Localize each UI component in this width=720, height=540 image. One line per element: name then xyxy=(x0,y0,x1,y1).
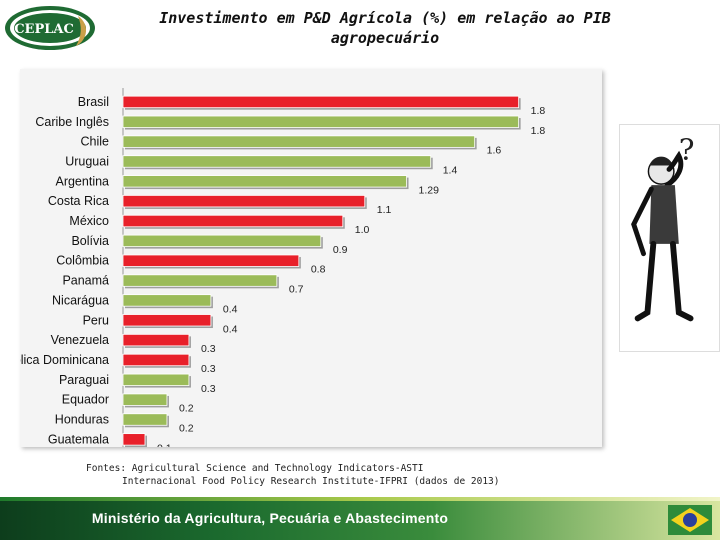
data-label: 1.1 xyxy=(377,204,392,216)
bar xyxy=(122,333,190,347)
category-label: Honduras xyxy=(55,413,109,427)
data-label: 1.4 xyxy=(443,164,458,176)
data-label: 0.7 xyxy=(289,284,304,296)
bar xyxy=(122,353,190,367)
footer-stripe xyxy=(0,497,720,501)
bar xyxy=(122,95,520,109)
category-label: Peru xyxy=(83,313,109,327)
data-label: 0.9 xyxy=(333,244,348,256)
bar xyxy=(122,135,476,148)
bar xyxy=(122,393,168,406)
footer-ministry-name: Ministério da Agricultura, Pecuária e Ab… xyxy=(91,510,449,526)
data-label: 1.8 xyxy=(531,105,546,117)
bar xyxy=(122,195,366,208)
brazil-flag-icon xyxy=(668,505,712,535)
category-label: Brasil xyxy=(78,95,109,109)
data-label: 0.1 xyxy=(157,442,172,447)
category-label: Paraguai xyxy=(59,373,109,387)
data-label: 1.6 xyxy=(487,145,502,157)
category-label: Argentina xyxy=(55,174,109,188)
category-label: Colômbia xyxy=(56,254,109,268)
thinking-figure-image: ? xyxy=(619,124,720,352)
logo-text: CEPLAC xyxy=(14,22,74,37)
bar xyxy=(122,274,278,287)
data-label: 1.0 xyxy=(355,224,370,236)
bar xyxy=(122,413,168,426)
category-label: República Dominicana xyxy=(20,353,109,367)
chart-title: Investimento em P&D Agrícola (%) em rela… xyxy=(120,8,650,48)
source-line-1: Fontes: Agricultural Science and Technol… xyxy=(86,463,424,474)
bar xyxy=(122,155,432,168)
bar xyxy=(122,115,520,128)
source-line-2: Internacional Food Policy Research Insti… xyxy=(122,476,500,487)
category-label: Nicarágua xyxy=(52,293,109,307)
bar xyxy=(122,433,146,446)
bar xyxy=(122,234,322,248)
data-label: 0.2 xyxy=(179,403,194,415)
footer-banner: Ministério da Agricultura, Pecuária e Ab… xyxy=(0,497,720,540)
data-label: 0.4 xyxy=(223,303,238,315)
category-label: Caribe Inglês xyxy=(35,115,109,129)
data-label: 1.8 xyxy=(531,125,546,137)
title-line-2: agropecuário xyxy=(330,29,440,47)
category-label: Panamá xyxy=(62,274,109,288)
category-label: Uruguai xyxy=(65,154,109,168)
category-label: Guatemala xyxy=(48,432,109,446)
data-label: 0.8 xyxy=(311,264,326,276)
data-label: 0.3 xyxy=(201,343,216,355)
question-mark-icon: ? xyxy=(679,133,695,167)
bar-chart: Brasil 1.8 Caribe Inglês 1.8 Chile 1.6 Uruguai… xyxy=(20,88,546,447)
category-label: Chile xyxy=(81,135,110,149)
bar xyxy=(122,314,212,327)
category-label: Venezuela xyxy=(51,333,109,347)
category-label: Equador xyxy=(62,393,109,407)
category-label: México xyxy=(69,214,109,228)
category-label: Costa Rica xyxy=(48,194,109,208)
data-label: 0.2 xyxy=(179,423,194,435)
bar xyxy=(122,294,212,307)
title-line-1: Investimento em P&D Agrícola (%) em rela… xyxy=(159,9,611,27)
data-label: 0.4 xyxy=(223,323,238,335)
bar xyxy=(122,254,300,267)
bar xyxy=(122,175,407,188)
bar xyxy=(122,373,190,386)
category-label: Bolívia xyxy=(71,234,109,248)
bar xyxy=(122,214,344,228)
data-label: 0.3 xyxy=(201,363,216,375)
data-label: 1.29 xyxy=(419,184,440,196)
ceplac-logo: CEPLAC xyxy=(5,6,95,50)
source-note: Fontes: Agricultural Science and Technol… xyxy=(86,462,526,488)
chart-panel: Brasil 1.8 Caribe Inglês 1.8 Chile 1.6 Uruguai… xyxy=(20,69,602,447)
data-label: 0.3 xyxy=(201,383,216,395)
